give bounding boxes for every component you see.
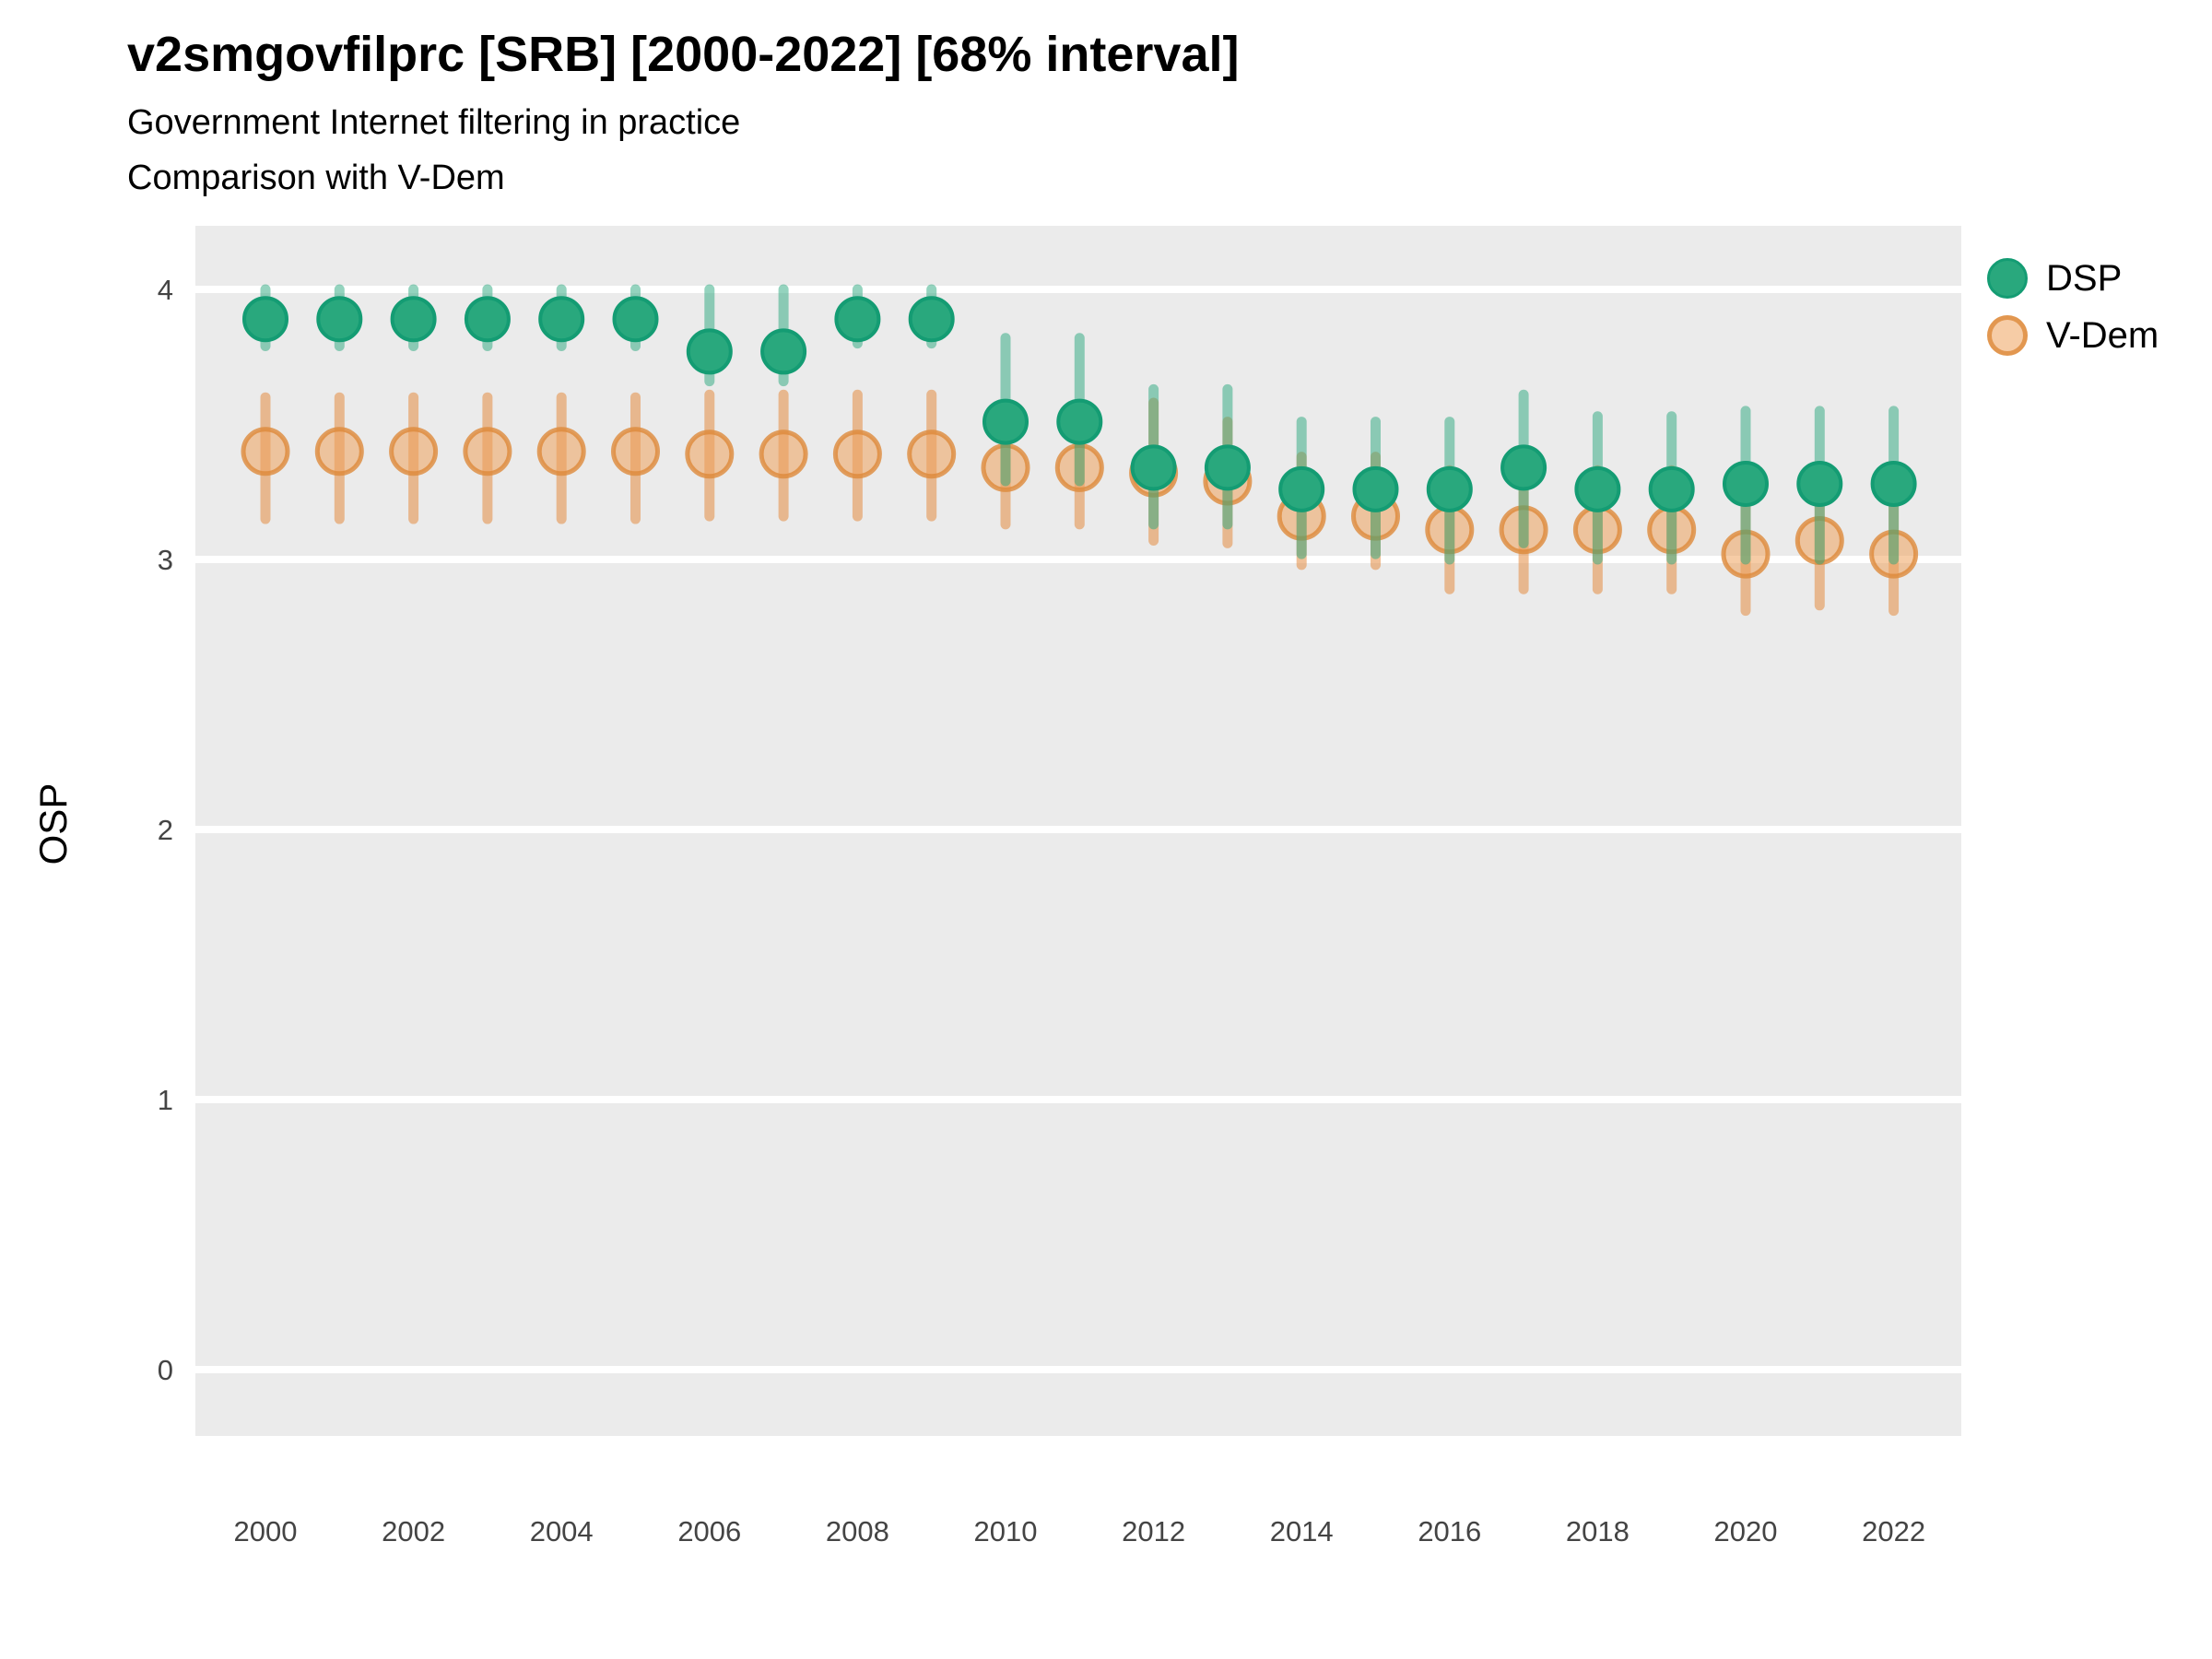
dsp-point-2007 [760, 328, 807, 375]
vdem-point-2000 [241, 427, 290, 477]
x-tick-label: 2016 [1418, 1515, 1481, 1547]
vdem-point-2003 [463, 427, 512, 477]
dsp-point-2002 [390, 296, 437, 343]
x-tick-label: 2008 [826, 1515, 889, 1547]
dsp-point-2001 [316, 296, 363, 343]
vdem-point-2009 [907, 429, 957, 479]
x-tick-label: 2020 [1714, 1515, 1778, 1547]
x-tick-label: 2022 [1862, 1515, 1925, 1547]
x-tick-label: 2014 [1270, 1515, 1334, 1547]
dsp-point-2021 [1796, 460, 1843, 507]
legend-item-vdem: V-Dem [1987, 312, 2159, 359]
dsp-point-2008 [834, 296, 881, 343]
dsp-point-2003 [464, 296, 511, 343]
dsp-point-2009 [908, 296, 955, 343]
dsp-point-2022 [1870, 460, 1917, 507]
legend-item-dsp: DSP [1987, 254, 2159, 302]
vdem-point-2005 [611, 427, 660, 477]
dsp-point-2011 [1056, 398, 1103, 445]
vdem-point-2007 [759, 429, 808, 479]
legend-label-dsp: DSP [2046, 258, 2123, 299]
x-tick-label: 2002 [382, 1515, 445, 1547]
vdem-point-2008 [832, 429, 882, 479]
legend: DSP V-Dem [1987, 254, 2159, 369]
x-tick-label: 2000 [234, 1515, 298, 1547]
vdem-point-2001 [314, 427, 364, 477]
dsp-point-2018 [1574, 465, 1621, 512]
chart-subtitle: Government Internet filtering in practic… [127, 103, 741, 142]
y-tick-label: 0 [158, 1354, 173, 1386]
chart-title: v2smgovfilprc [SRB] [2000-2022] [68% int… [127, 27, 1240, 82]
dsp-point-2016 [1426, 465, 1473, 512]
dsp-point-2012 [1130, 444, 1177, 491]
dsp-point-2004 [538, 296, 585, 343]
x-tick-label: 2004 [530, 1515, 594, 1547]
vdem-point-2006 [685, 429, 735, 479]
chart-subtitle-2: Comparison with V-Dem [127, 159, 505, 197]
vdem-legend-dot-icon [1987, 315, 2028, 356]
dsp-point-2006 [686, 328, 733, 375]
y-tick-label: 2 [158, 814, 173, 846]
y-tick-label: 1 [158, 1084, 173, 1116]
dsp-point-2014 [1278, 465, 1325, 512]
dsp-point-2010 [982, 398, 1029, 445]
dsp-point-2019 [1648, 465, 1695, 512]
y-tick-label: 3 [158, 544, 173, 576]
dsp-point-2015 [1352, 465, 1399, 512]
vdem-point-2004 [536, 427, 586, 477]
dsp-point-2017 [1500, 444, 1547, 491]
y-tick-label: 4 [158, 274, 173, 306]
x-tick-label: 2010 [974, 1515, 1038, 1547]
x-tick-label: 2018 [1566, 1515, 1630, 1547]
dsp-point-2005 [612, 296, 659, 343]
x-tick-label: 2006 [677, 1515, 741, 1547]
x-tick-label: 2012 [1122, 1515, 1185, 1547]
vdem-point-2002 [389, 427, 439, 477]
dsp-point-2013 [1204, 444, 1251, 491]
dsp-legend-dot-icon [1987, 258, 2028, 299]
legend-label-vdem: V-Dem [2046, 315, 2159, 356]
dsp-point-2020 [1723, 460, 1769, 507]
dsp-point-2000 [242, 296, 288, 343]
